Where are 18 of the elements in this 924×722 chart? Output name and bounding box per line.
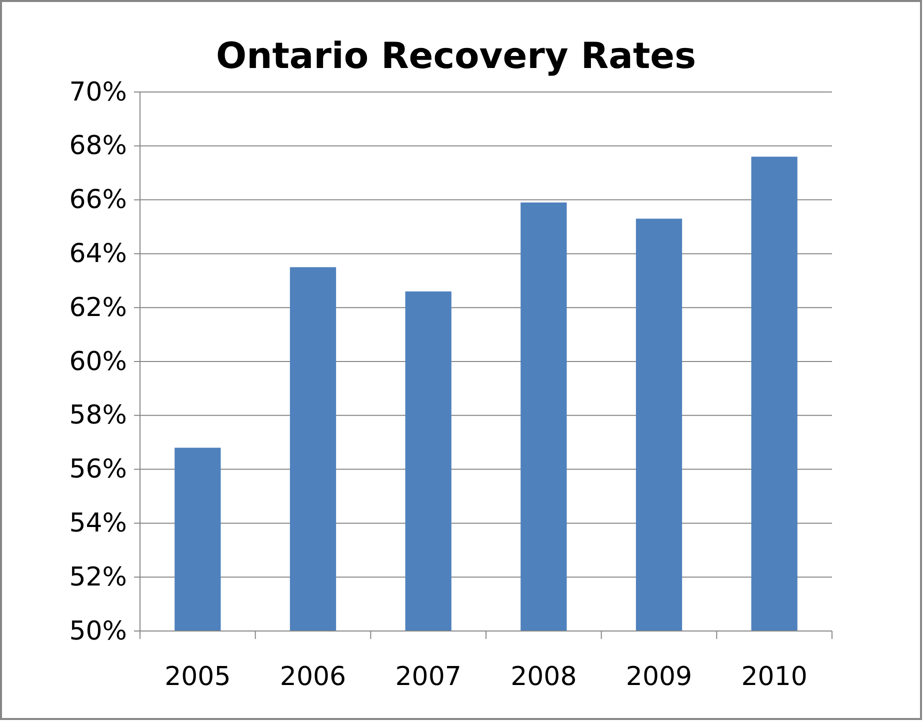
y-tick-label: 58% xyxy=(69,400,127,431)
y-tick-label: 66% xyxy=(69,185,127,216)
y-tick-label: 70% xyxy=(69,77,127,108)
x-tick-label: 2006 xyxy=(280,662,346,692)
x-tick-label: 2009 xyxy=(626,662,692,692)
y-tick-label: 56% xyxy=(69,454,127,485)
chart-title: Ontario Recovery Rates xyxy=(216,36,696,77)
y-tick-label: 62% xyxy=(69,292,127,323)
y-tick-label: 54% xyxy=(69,508,127,539)
y-tick-label: 60% xyxy=(69,346,127,377)
x-tick-label: 2010 xyxy=(741,662,808,692)
x-tick-label: 2007 xyxy=(395,662,462,692)
x-tick-label: 2008 xyxy=(510,662,577,692)
y-tick-label: 68% xyxy=(69,131,127,162)
y-tick-label: 52% xyxy=(69,562,127,592)
x-tick-label: 2005 xyxy=(164,662,231,692)
y-tick-label: 64% xyxy=(69,239,127,270)
y-tick-label: 50% xyxy=(69,616,127,646)
